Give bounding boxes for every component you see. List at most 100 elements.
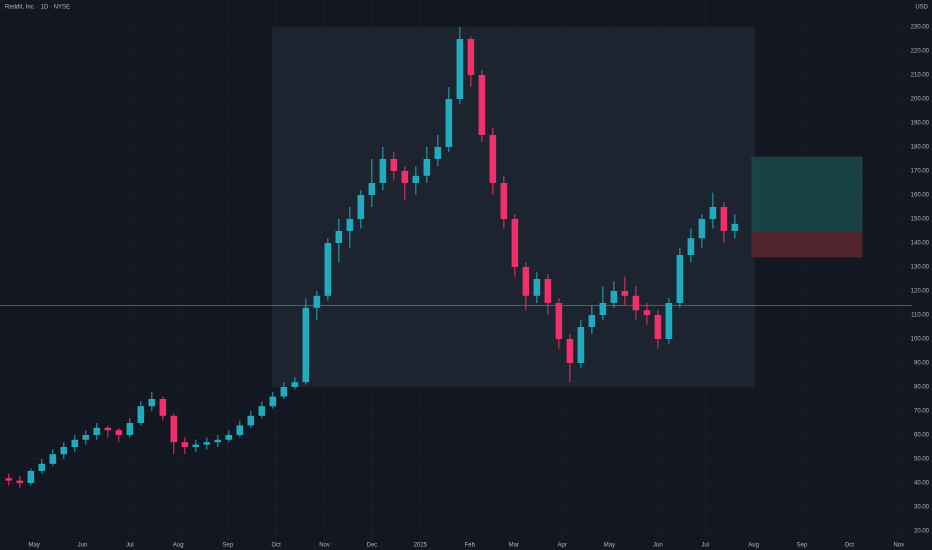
x-tick-label: Jun xyxy=(78,543,88,549)
candle-body xyxy=(181,442,189,447)
candle-body xyxy=(731,223,739,231)
candle-body xyxy=(544,279,552,303)
chart-title: Reddit, Inc. · 1D · NYSE xyxy=(5,5,70,11)
candle-body xyxy=(38,463,46,471)
candle-body xyxy=(27,471,35,483)
candle-body xyxy=(126,423,134,435)
x-tick-label: Apr xyxy=(557,543,566,549)
candle-body xyxy=(214,439,222,443)
candle-body xyxy=(555,303,563,339)
candle-body xyxy=(720,207,728,231)
candle-body xyxy=(500,183,508,219)
x-tick-label: Sep xyxy=(222,543,233,549)
candle-body xyxy=(654,315,662,339)
y-tick-label: 120.00 xyxy=(911,289,930,295)
candle-body xyxy=(159,399,167,416)
x-tick-label: Dec xyxy=(367,543,378,549)
candle-body xyxy=(445,99,453,147)
candle-body xyxy=(511,219,519,267)
x-tick-label: Mar xyxy=(509,543,519,549)
y-tick-label: 130.00 xyxy=(911,265,930,271)
candle-body xyxy=(676,255,684,303)
candle-body xyxy=(225,435,233,440)
y-tick-label: 140.00 xyxy=(911,241,930,247)
y-tick-label: 150.00 xyxy=(911,217,930,223)
candle-body xyxy=(577,327,585,363)
candle-body xyxy=(588,315,596,327)
y-tick-label: 90.00 xyxy=(914,361,930,367)
candle-body xyxy=(82,435,90,440)
x-tick-label: Nov xyxy=(893,543,904,549)
x-tick-label: Jul xyxy=(701,543,709,549)
candle-body xyxy=(170,415,178,443)
candle-body xyxy=(93,427,101,435)
x-tick-label: Oct xyxy=(845,543,855,549)
candle-body xyxy=(533,279,541,296)
currency: USD xyxy=(915,5,928,11)
candle-body xyxy=(258,406,266,416)
candle-body xyxy=(104,427,112,431)
candle-body xyxy=(346,219,354,231)
candle-body xyxy=(379,159,387,183)
candle-body xyxy=(357,195,365,219)
y-tick-label: 50.00 xyxy=(914,457,930,463)
x-tick-label: Aug xyxy=(748,543,759,549)
candle-body xyxy=(632,295,640,311)
candle-body xyxy=(665,303,673,339)
y-tick-label: 170.00 xyxy=(911,169,930,175)
candle-body xyxy=(291,382,299,387)
candle-body xyxy=(467,39,475,75)
candle-body xyxy=(643,310,651,315)
x-tick-label: Sep xyxy=(797,543,808,549)
candle-body xyxy=(610,291,618,303)
candle-body xyxy=(236,425,244,435)
candle-body xyxy=(280,387,288,397)
candle-body xyxy=(368,183,376,195)
candle-body xyxy=(324,243,332,296)
y-tick-label: 110.00 xyxy=(911,313,930,319)
candle-body xyxy=(115,430,123,435)
candle-body xyxy=(423,159,431,176)
candle-body xyxy=(16,480,24,483)
x-tick-label: Oct xyxy=(271,543,281,549)
candle-body xyxy=(390,159,398,171)
candle-body xyxy=(5,478,13,481)
candle-body xyxy=(313,295,321,308)
x-tick-label: Jun xyxy=(653,543,663,549)
x-tick-label: Jul xyxy=(126,543,134,549)
x-tick-label: Feb xyxy=(465,543,476,549)
loss-zone xyxy=(751,231,863,258)
candle-body xyxy=(621,291,629,296)
candle-body xyxy=(478,75,486,135)
candle-body xyxy=(60,447,68,455)
x-tick-label: May xyxy=(28,543,39,549)
y-tick-label: 40.00 xyxy=(914,481,930,487)
y-tick-label: 30.00 xyxy=(914,505,930,511)
y-tick-label: 70.00 xyxy=(914,409,930,415)
price-axis xyxy=(912,0,932,550)
x-tick-label: May xyxy=(604,543,615,549)
candle-body xyxy=(412,175,420,183)
candle-body xyxy=(247,415,255,426)
candle-body xyxy=(192,444,200,447)
y-tick-label: 180.00 xyxy=(911,145,930,151)
y-tick-label: 160.00 xyxy=(911,193,930,199)
candle-body xyxy=(434,147,442,159)
x-tick-label: Nov xyxy=(319,543,330,549)
candle-body xyxy=(687,238,695,255)
y-tick-label: 210.00 xyxy=(911,73,930,79)
y-tick-label: 220.00 xyxy=(911,49,930,55)
y-tick-label: 60.00 xyxy=(914,433,930,439)
candle-body xyxy=(71,439,79,447)
candle-body xyxy=(698,219,706,239)
y-tick-label: 80.00 xyxy=(914,385,930,391)
candle-body xyxy=(137,406,145,423)
candle-body xyxy=(49,454,57,464)
y-tick-label: 200.00 xyxy=(911,97,930,103)
candle-body xyxy=(401,171,409,183)
y-tick-label: 100.00 xyxy=(911,337,930,343)
profit-zone xyxy=(751,156,863,231)
y-tick-label: 190.00 xyxy=(911,121,930,127)
